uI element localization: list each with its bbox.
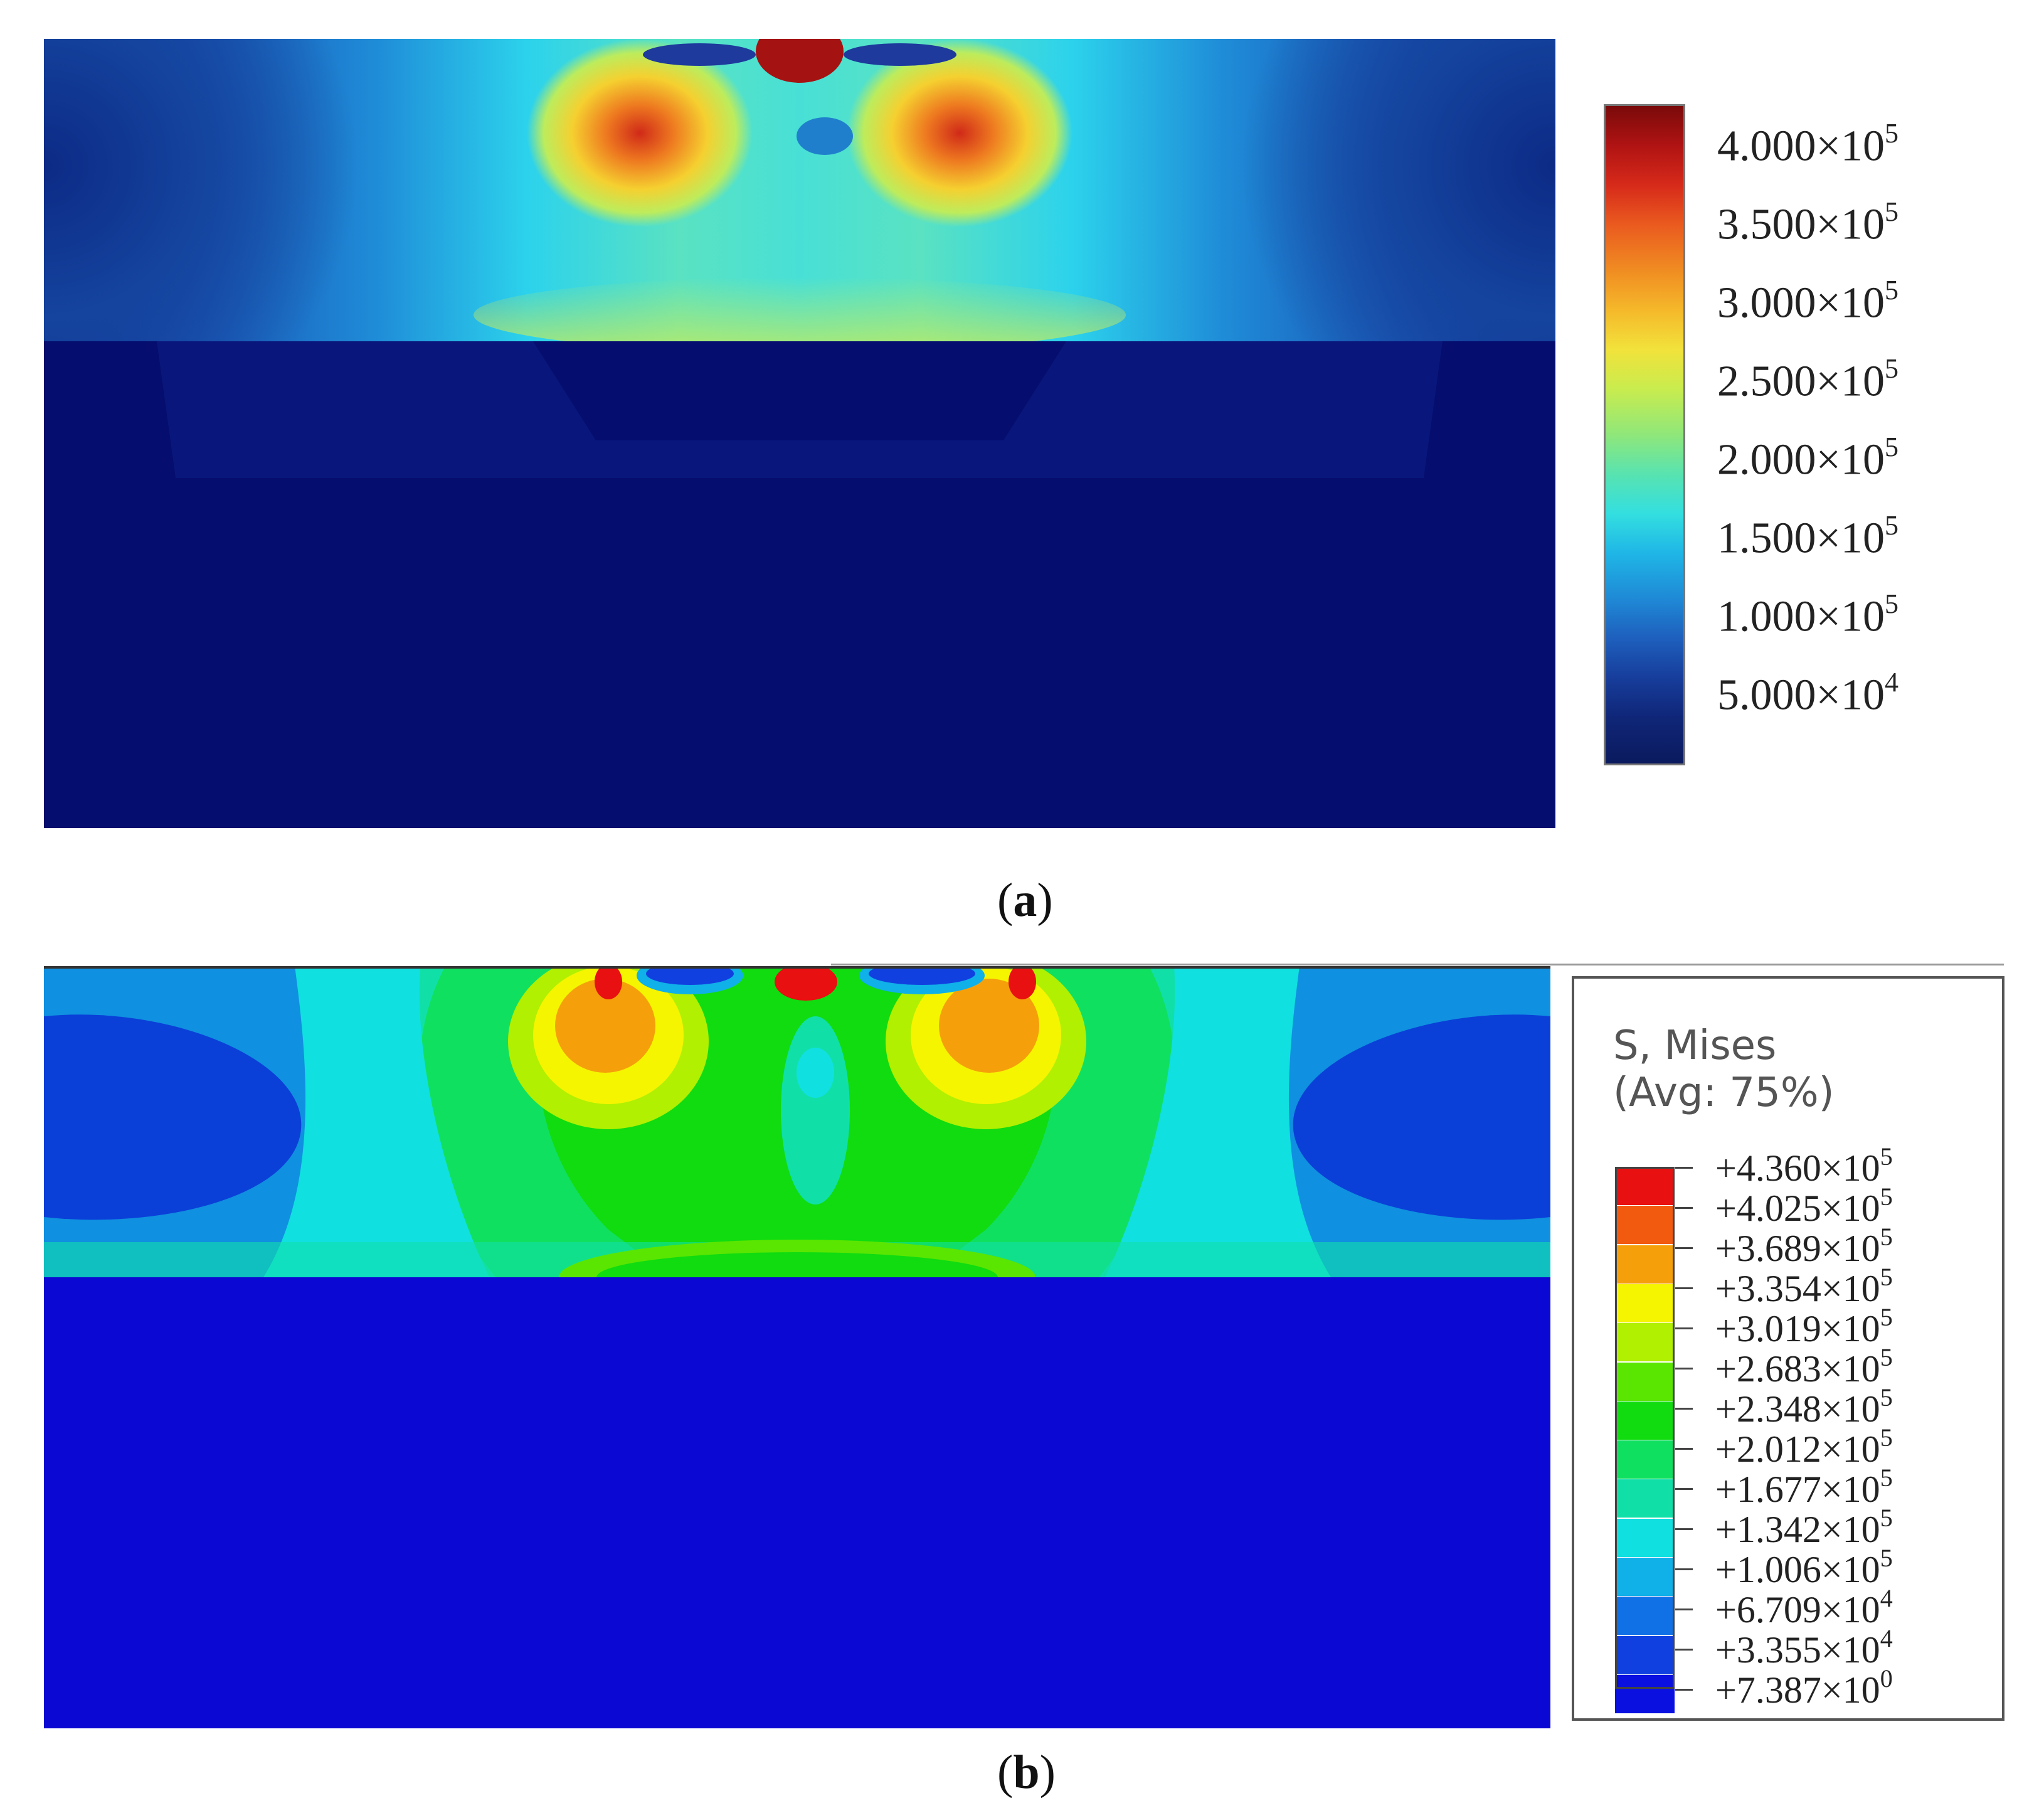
legend-b-label: +2.683×105 (1715, 1343, 1893, 1390)
legend-b-label: +6.709×104 (1715, 1584, 1893, 1630)
colorbar-a (1604, 104, 1685, 765)
legend-b-swatch (1615, 1635, 1675, 1674)
legend-b-label: +1.677×105 (1715, 1464, 1893, 1510)
legend-b-tick (1675, 1568, 1693, 1570)
contour-plot-b (44, 966, 1550, 1728)
legend-b-label: +4.360×105 (1715, 1142, 1893, 1189)
legend-b-tick (1675, 1247, 1693, 1249)
legend-b-colorbar (1615, 1167, 1675, 1689)
legend-b-subtitle: (Avg: 75%) (1613, 1070, 1835, 1116)
legend-b-swatch (1615, 1323, 1675, 1362)
legend-b-tick (1675, 1368, 1693, 1369)
contour-plot-a (44, 39, 1555, 828)
colorbar-a-label: 1.000×105 (1717, 588, 1898, 641)
divider-line (831, 964, 2004, 965)
legend-b-tick (1675, 1609, 1693, 1610)
colorbar-a-label: 4.000×105 (1717, 118, 1898, 171)
colorbar-a-label: 3.500×105 (1717, 196, 1898, 249)
legend-b-swatch (1615, 1479, 1675, 1518)
legend-b-tick (1675, 1528, 1693, 1530)
legend-b-tick (1675, 1207, 1693, 1209)
caption-b: (b) (997, 1746, 1056, 1799)
colorbar-a-label: 5.000×104 (1717, 667, 1898, 720)
caption-a: (a) (997, 874, 1053, 927)
legend-b-label: +3.355×104 (1715, 1624, 1893, 1671)
legend-b-swatch (1615, 1518, 1675, 1557)
legend-b-label: +2.348×105 (1715, 1383, 1893, 1430)
legend-b-tick (1675, 1408, 1693, 1410)
colorbar-a-label: 3.000×105 (1717, 275, 1898, 327)
legend-b-label: +1.006×105 (1715, 1544, 1893, 1590)
legend-b-swatch (1615, 1362, 1675, 1401)
legend-b-label: +3.689×105 (1715, 1223, 1893, 1269)
legend-b-label: +2.012×105 (1715, 1423, 1893, 1470)
legend-b-label: +7.387×100 (1715, 1664, 1893, 1711)
legend-b-swatch (1615, 1440, 1675, 1479)
legend-b-tick (1675, 1167, 1693, 1169)
colorbar-a-label: 2.500×105 (1717, 353, 1898, 406)
legend-b-label: +4.025×105 (1715, 1183, 1893, 1229)
legend-b-tick (1675, 1448, 1693, 1450)
legend-b-swatch (1615, 1597, 1675, 1635)
legend-b-swatch (1615, 1245, 1675, 1284)
legend-b-swatch (1615, 1167, 1675, 1205)
legend-b-tick (1675, 1689, 1693, 1691)
legend-b-label: +3.354×105 (1715, 1263, 1893, 1309)
legend-b-label: +1.342×105 (1715, 1504, 1893, 1550)
legend-b-tick (1675, 1327, 1693, 1329)
legend-b-swatch (1615, 1401, 1675, 1440)
legend-b-title: S, Mises (1613, 1023, 1777, 1069)
legend-b-tick (1675, 1488, 1693, 1490)
legend-b-tick (1675, 1649, 1693, 1651)
colorbar-a-label: 1.500×105 (1717, 510, 1898, 563)
legend-b-swatch (1615, 1284, 1675, 1322)
legend-b-swatch (1615, 1206, 1675, 1245)
legend-b-tick (1675, 1287, 1693, 1289)
legend-b-label: +3.019×105 (1715, 1303, 1893, 1349)
colorbar-a-label: 2.000×105 (1717, 432, 1898, 484)
legend-b-swatch (1615, 1558, 1675, 1596)
legend-b-swatch (1615, 1674, 1675, 1713)
